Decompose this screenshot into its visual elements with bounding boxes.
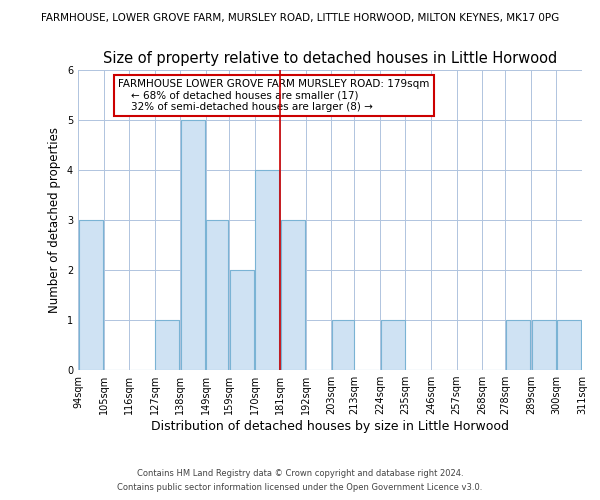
Bar — [255, 170, 280, 370]
Bar — [506, 320, 530, 370]
Text: FARMHOUSE LOWER GROVE FARM MURSLEY ROAD: 179sqm
    ← 68% of detached houses are: FARMHOUSE LOWER GROVE FARM MURSLEY ROAD:… — [118, 79, 430, 112]
Text: Contains HM Land Registry data © Crown copyright and database right 2024.: Contains HM Land Registry data © Crown c… — [137, 468, 463, 477]
Bar — [79, 220, 103, 370]
Bar — [532, 320, 556, 370]
Bar — [380, 320, 405, 370]
Bar — [281, 220, 305, 370]
Title: Size of property relative to detached houses in Little Horwood: Size of property relative to detached ho… — [103, 51, 557, 66]
Bar — [332, 320, 353, 370]
Bar — [181, 120, 205, 370]
Bar — [557, 320, 581, 370]
X-axis label: Distribution of detached houses by size in Little Horwood: Distribution of detached houses by size … — [151, 420, 509, 433]
Text: Contains public sector information licensed under the Open Government Licence v3: Contains public sector information licen… — [118, 484, 482, 492]
Bar — [230, 270, 254, 370]
Text: FARMHOUSE, LOWER GROVE FARM, MURSLEY ROAD, LITTLE HORWOOD, MILTON KEYNES, MK17 0: FARMHOUSE, LOWER GROVE FARM, MURSLEY ROA… — [41, 12, 559, 22]
Bar — [206, 220, 228, 370]
Bar — [155, 320, 179, 370]
Y-axis label: Number of detached properties: Number of detached properties — [49, 127, 61, 313]
